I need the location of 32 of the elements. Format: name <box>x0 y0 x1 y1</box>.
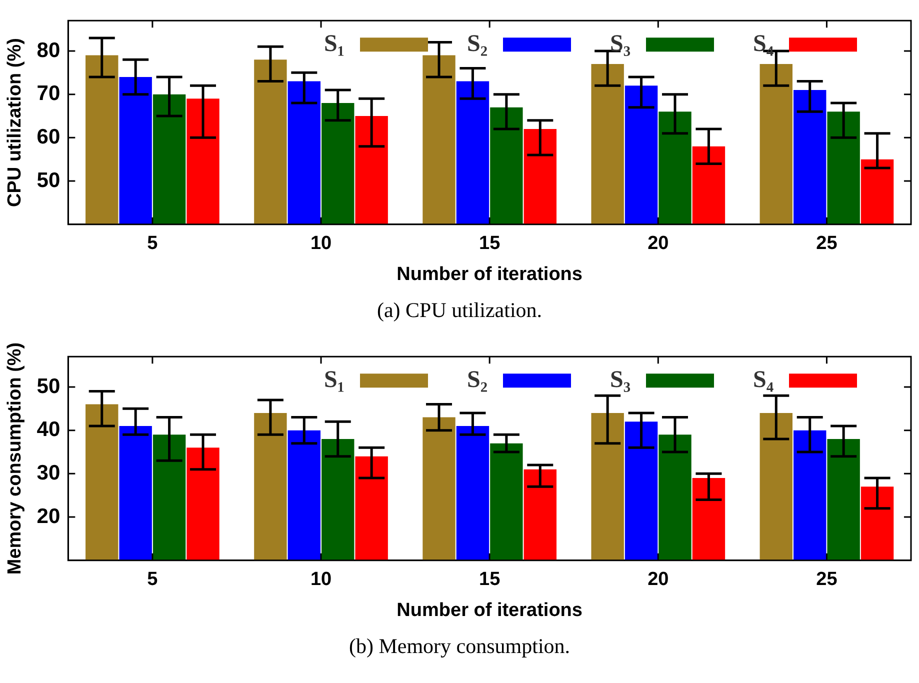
x-tick-label: 15 <box>479 569 501 590</box>
x-tick-label: 10 <box>310 233 332 254</box>
y-tick-label: 70 <box>36 82 60 106</box>
legend-label: S₂ <box>467 366 488 393</box>
y-tick-label: 50 <box>36 374 60 398</box>
y-axis-title: Memory consumption (%) <box>4 342 26 575</box>
x-axis-title: Number of iterations <box>396 600 582 621</box>
x-tick-label: 10 <box>310 569 332 590</box>
legend-label: S₁ <box>324 366 345 393</box>
y-tick-label: 60 <box>36 125 60 148</box>
x-tick-label: 5 <box>147 233 158 254</box>
x-tick-label: 20 <box>648 233 669 254</box>
text: (b) Memory consumption. <box>348 633 572 660</box>
x-axis-title: Number of iterations <box>396 264 582 285</box>
x-tick-label: 15 <box>479 233 501 254</box>
y-tick-label: 50 <box>36 168 60 192</box>
legend-label: S₃ <box>610 30 631 57</box>
legend-label: S₄ <box>753 30 774 57</box>
x-tick-label: 25 <box>816 233 838 254</box>
y-tick-label: 80 <box>36 38 60 62</box>
y-axis-title: CPU utilization (%) <box>4 38 26 207</box>
legend-label: S₁ <box>324 30 345 57</box>
legend-label: S₂ <box>467 30 488 57</box>
legend-label: S₃ <box>610 366 631 393</box>
legend-label: S₄ <box>753 366 774 393</box>
x-tick-label: 25 <box>816 569 838 590</box>
y-tick-label: 40 <box>36 418 60 442</box>
text: (a) CPU utilization. <box>376 297 544 324</box>
x-tick-label: 5 <box>147 569 158 590</box>
y-tick-label: 20 <box>36 504 60 528</box>
y-tick-label: 30 <box>36 461 60 484</box>
x-tick-label: 20 <box>648 569 669 590</box>
